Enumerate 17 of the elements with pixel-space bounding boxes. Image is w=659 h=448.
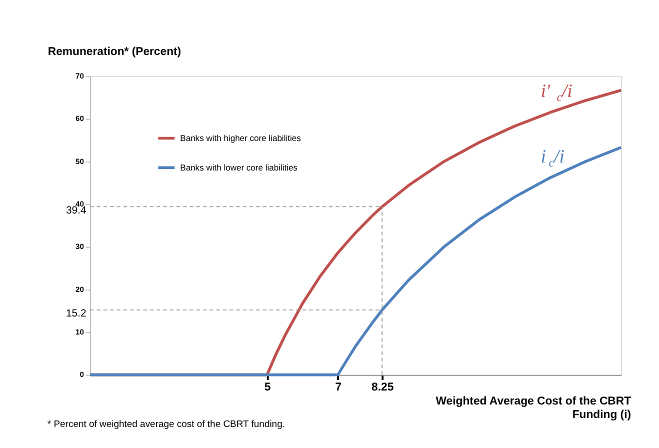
x-axis-title: Weighted Average Cost of the CBRT Funding (i): [436, 396, 632, 421]
y-tick-label: 50: [75, 156, 84, 166]
y-tick-label: 60: [75, 114, 84, 124]
y-tick-label: 0: [80, 370, 84, 380]
ref-line-label: 15.2: [66, 308, 86, 320]
y-tick-label: 30: [75, 242, 84, 252]
y-axis-title: Remuneration* (Percent): [48, 46, 182, 58]
legend-label: Banks with higher core liabilities: [180, 133, 301, 144]
x-tick-label: 8.25: [372, 381, 394, 394]
y-tick-label: 70: [75, 72, 84, 81]
legend-label: Banks with lower core liabilities: [180, 162, 298, 172]
x-tick-label: 5: [264, 381, 271, 394]
text: * Percent of weighted average cost of the CBRT funding.: [47, 418, 285, 430]
y-tick-label: 10: [75, 328, 84, 337]
x-tick-label: 7: [335, 381, 342, 394]
y-tick-label: 20: [75, 284, 84, 294]
line-series: [88, 146, 622, 376]
